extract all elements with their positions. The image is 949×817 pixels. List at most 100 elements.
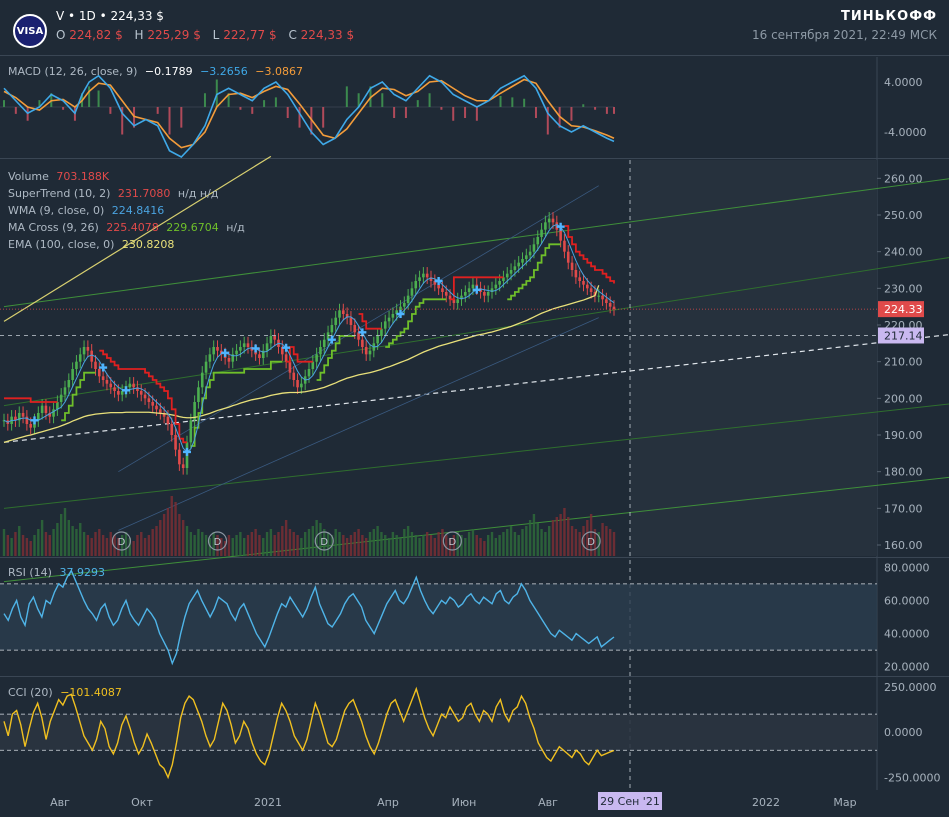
dividend-marker: D xyxy=(111,531,132,551)
macd-histogram-bar xyxy=(121,107,124,135)
volume-bar xyxy=(109,532,112,556)
candle-body xyxy=(319,347,322,355)
candle-body xyxy=(178,449,181,465)
macross-legend[interactable]: MA Cross (9, 26) 225.4078 229.6704 н/д xyxy=(8,221,249,234)
candle-body xyxy=(67,380,71,388)
volume-bar xyxy=(532,514,536,556)
cci-tick-label: -250.0000 xyxy=(884,771,940,784)
ema-legend[interactable]: EMA (100, close, 0) 230.8208 xyxy=(8,238,178,251)
price-tick-label: 230.00 xyxy=(884,282,923,295)
volume-bar xyxy=(18,526,21,556)
macd-histogram-bar xyxy=(475,107,478,121)
macd-histogram-bar xyxy=(582,104,585,107)
volume-bar xyxy=(2,529,6,556)
volume-bar xyxy=(551,520,555,556)
supertrend-legend-na: н/д н/д xyxy=(177,187,219,200)
x-axis-label: 2021 xyxy=(254,796,282,809)
candle-body xyxy=(200,372,204,388)
volume-bar xyxy=(189,532,193,556)
dividend-circle xyxy=(111,531,132,551)
macd-histogram-bar xyxy=(3,100,5,107)
supertrend-legend[interactable]: SuperTrend (10, 2) 231.7080 н/д н/д xyxy=(8,187,222,200)
candle-body xyxy=(235,350,238,355)
volume-bar xyxy=(269,529,273,556)
ohlc-open-label: O xyxy=(56,28,66,42)
candle-body xyxy=(155,405,158,410)
cci-legend[interactable]: CCI (20) −101.4087 xyxy=(8,686,126,699)
supertrend-legend-name: SuperTrend (10, 2) xyxy=(8,187,111,200)
volume-bar xyxy=(201,532,204,556)
candle-body xyxy=(98,369,101,377)
candle-body xyxy=(574,270,578,278)
price-tick-label: 260.00 xyxy=(884,172,923,185)
macd-histogram-bar xyxy=(180,107,183,128)
candle-body xyxy=(59,394,63,402)
volume-bar xyxy=(513,532,517,556)
candle-body xyxy=(349,317,353,325)
candle-body xyxy=(589,288,593,292)
macd-histogram-bar xyxy=(215,79,218,107)
candle-body xyxy=(71,369,74,380)
dividend-circle xyxy=(314,531,334,551)
macd-histogram-bar xyxy=(156,107,159,114)
crosshair-date-label: 29 Сен '21 xyxy=(600,795,660,808)
dividend-letter: D xyxy=(118,537,126,548)
volume-bar xyxy=(441,529,444,556)
supertrend-line xyxy=(316,335,355,381)
candle-body xyxy=(597,295,601,297)
candle-body xyxy=(322,339,326,347)
volume-bar xyxy=(67,520,71,556)
candle-body xyxy=(151,402,154,406)
macd-legend-name: MACD (12, 26, close, 9) xyxy=(8,65,138,78)
wma-line xyxy=(3,223,615,453)
volume-legend[interactable]: Volume 703.188K xyxy=(8,170,113,183)
ma-cross-marker xyxy=(434,277,443,285)
macd-legend[interactable]: MACD (12, 26, close, 9) −0.1789 −3.2656 … xyxy=(8,65,307,78)
macd-histogram-bar xyxy=(546,107,549,135)
dividend-letter: D xyxy=(320,537,328,548)
candle-body xyxy=(357,332,360,340)
candle-body xyxy=(338,310,341,318)
macross-legend-name: MA Cross (9, 26) xyxy=(8,221,99,234)
volume-bar xyxy=(151,529,154,556)
volume-bar xyxy=(258,535,261,556)
price-tick-label: 160.00 xyxy=(884,539,923,552)
volume-bar xyxy=(21,535,25,556)
volume-bar xyxy=(361,535,364,556)
volume-bar xyxy=(498,535,501,556)
volume-bar xyxy=(547,526,551,556)
candle-body xyxy=(82,347,86,355)
supertrend-line xyxy=(286,346,313,363)
candle-body xyxy=(342,310,345,314)
candle-body xyxy=(437,284,440,289)
volume-bar xyxy=(273,535,276,556)
macd-histogram-bar xyxy=(393,107,396,118)
volume-bar xyxy=(578,532,581,556)
volume-bar xyxy=(105,538,109,556)
candle-body xyxy=(63,387,67,395)
dividend-circle xyxy=(442,531,462,551)
candle-body xyxy=(605,299,608,303)
volume-bar xyxy=(460,535,463,556)
candle-body xyxy=(456,299,459,303)
candle-body xyxy=(387,317,391,322)
candle-body xyxy=(505,273,509,278)
macd-histogram-bar xyxy=(251,107,254,114)
candle-body xyxy=(269,336,273,344)
wma-legend[interactable]: WMA (9, close, 0) 224.8416 xyxy=(8,204,168,217)
volume-bar xyxy=(212,532,215,556)
volume-bar xyxy=(265,532,269,556)
crosshair-price-label: 217.14 xyxy=(884,329,923,342)
volume-bar xyxy=(357,529,360,556)
rsi-band-fill xyxy=(0,583,877,651)
candle-body xyxy=(258,354,261,358)
candle-body xyxy=(162,413,166,417)
macd-tick-label: 4.0000 xyxy=(884,76,923,89)
candle-body xyxy=(441,288,444,292)
volume-bar xyxy=(528,520,532,556)
blue-channel-lower xyxy=(118,317,599,531)
wma-legend-value: 224.8416 xyxy=(111,204,165,217)
candle-body xyxy=(345,314,349,318)
rsi-legend[interactable]: RSI (14) 37.9293 xyxy=(8,566,109,579)
